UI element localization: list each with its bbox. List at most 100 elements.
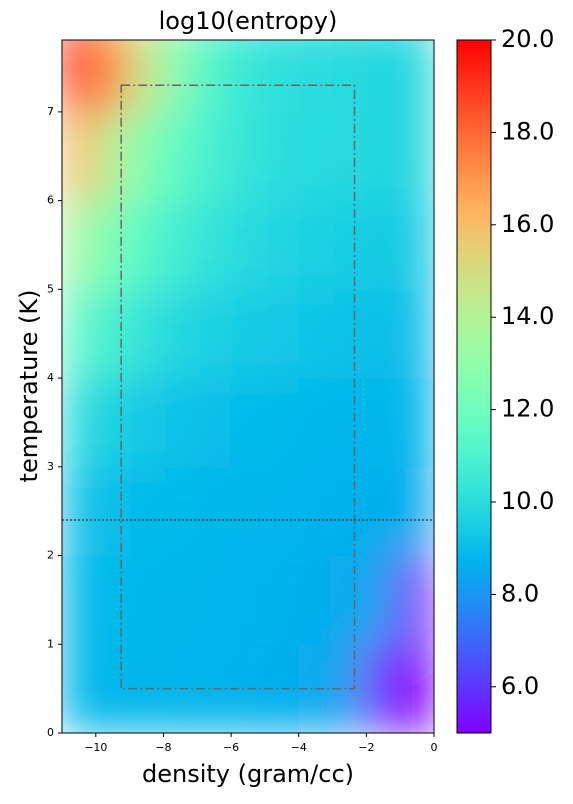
heat-cell — [196, 555, 232, 645]
heat-cell — [230, 40, 266, 113]
y-tick-label: 6 — [47, 194, 54, 207]
heat-cell — [95, 200, 131, 290]
heat-cell — [264, 288, 300, 379]
heat-cell — [332, 466, 367, 557]
heat-cell — [196, 200, 232, 290]
heat-cell — [399, 555, 434, 645]
heat-cell — [162, 377, 198, 468]
heat-cell — [298, 288, 334, 379]
heat-cell — [129, 466, 164, 557]
heat-cell — [62, 555, 97, 645]
y-tick-label: 7 — [47, 105, 54, 118]
heat-cell — [298, 466, 334, 557]
colorbar — [456, 39, 492, 734]
heat-cell — [129, 200, 164, 290]
plot-frame — [61, 39, 435, 734]
heat-cell — [264, 40, 300, 113]
x-axis-label: density (gram/cc) — [142, 760, 354, 788]
y-tick-label: 5 — [47, 282, 54, 295]
heat-cell — [399, 288, 434, 379]
heat-cell — [399, 40, 434, 113]
y-tick-label: 2 — [47, 549, 54, 562]
heat-cell — [298, 377, 334, 468]
region-box — [120, 84, 356, 690]
heat-cell — [62, 288, 97, 379]
heat-cell — [365, 377, 401, 468]
heat-cell — [196, 377, 232, 468]
heat-cell — [129, 111, 164, 202]
heat-cell — [399, 200, 434, 290]
heat-cell — [298, 40, 334, 113]
heat-cell — [162, 466, 198, 557]
heat-cell — [365, 643, 401, 733]
colorbar-tick-label: 12.0 — [501, 395, 554, 423]
y-tick-label: 3 — [47, 460, 54, 473]
heat-cell — [230, 288, 266, 379]
chart-title: log10(entropy) — [159, 7, 338, 35]
heat-cell — [129, 555, 164, 645]
heat-cell — [399, 111, 434, 202]
x-tick-label: −2 — [358, 741, 374, 754]
x-tick-label: −4 — [291, 741, 307, 754]
heat-cell — [95, 288, 131, 379]
heat-cell — [365, 466, 401, 557]
heat-cell — [196, 40, 232, 113]
heat-cell — [95, 555, 131, 645]
heat-cell — [365, 288, 401, 379]
heat-cell — [365, 555, 401, 645]
heat-cell — [129, 40, 164, 113]
heat-cell — [62, 40, 97, 113]
heatmap — [62, 40, 434, 733]
heat-cell — [196, 288, 232, 379]
x-tick-label: −8 — [155, 741, 171, 754]
heat-cell — [332, 200, 367, 290]
heat-cell — [196, 466, 232, 557]
heat-cell — [196, 111, 232, 202]
y-tick-label: 0 — [47, 726, 54, 739]
heat-cell — [332, 111, 367, 202]
colorbar-tick-label: 16.0 — [501, 210, 554, 238]
heat-cell — [264, 377, 300, 468]
heat-cell — [365, 200, 401, 290]
heat-cell — [95, 377, 131, 468]
heat-cell — [264, 200, 300, 290]
heat-cell — [365, 111, 401, 202]
heat-cell — [62, 643, 97, 733]
heat-cell — [62, 466, 97, 557]
heat-cell — [95, 111, 131, 202]
colorbar-tick-label: 6.0 — [501, 672, 539, 700]
heat-cell — [95, 40, 131, 113]
y-tick-label: 4 — [47, 371, 54, 384]
heat-cell — [230, 555, 266, 645]
heat-cell — [332, 40, 367, 113]
y-axis-label: temperature (K) — [15, 290, 43, 483]
x-tick-label: −6 — [223, 741, 239, 754]
heat-cell — [332, 377, 367, 468]
heat-cell — [162, 288, 198, 379]
heat-cell — [162, 111, 198, 202]
y-tick-label: 1 — [47, 637, 54, 650]
heat-cell — [230, 377, 266, 468]
heat-cell — [62, 377, 97, 468]
colorbar-tick-label: 20.0 — [501, 25, 554, 53]
heat-cell — [399, 377, 434, 468]
heat-cell — [230, 200, 266, 290]
heat-cell — [162, 40, 198, 113]
heat-cell — [399, 643, 434, 733]
heat-cell — [129, 288, 164, 379]
heat-cell — [230, 111, 266, 202]
heat-cell — [332, 288, 367, 379]
x-tick-label: 0 — [431, 741, 438, 754]
heat-cell — [62, 111, 97, 202]
heat-cell — [298, 200, 334, 290]
x-tick-label: −10 — [84, 741, 107, 754]
colorbar-tick-label: 10.0 — [501, 487, 554, 515]
heat-cell — [230, 466, 266, 557]
heat-cell — [365, 40, 401, 113]
heat-cell — [129, 377, 164, 468]
heat-cell — [162, 200, 198, 290]
heat-cell — [95, 466, 131, 557]
colorbar-tick-label: 18.0 — [501, 117, 554, 145]
heat-cell — [162, 555, 198, 645]
